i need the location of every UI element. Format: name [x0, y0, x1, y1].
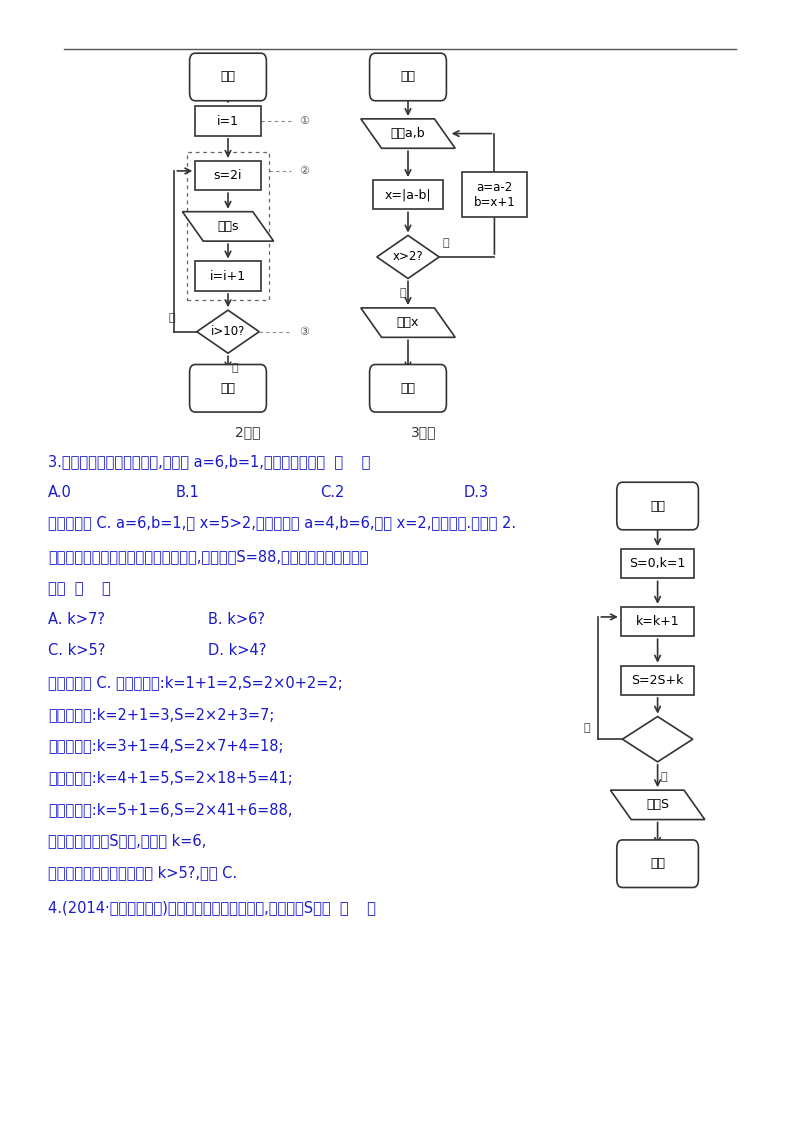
- Text: a=a-2
b=x+1: a=a-2 b=x+1: [474, 181, 515, 208]
- FancyBboxPatch shape: [370, 53, 446, 101]
- Text: ②: ②: [299, 166, 309, 175]
- Text: 是: 是: [442, 239, 449, 248]
- Text: i=1: i=1: [217, 114, 239, 128]
- Polygon shape: [182, 212, 274, 241]
- Bar: [373, 180, 443, 209]
- Text: ③: ③: [299, 327, 309, 336]
- Text: B.1: B.1: [176, 484, 200, 500]
- Text: D. k>4?: D. k>4?: [208, 643, 266, 659]
- FancyBboxPatch shape: [617, 482, 698, 530]
- Bar: [621, 666, 694, 695]
- Polygon shape: [610, 790, 705, 820]
- Bar: [195, 106, 261, 136]
- Text: 结束: 结束: [650, 857, 665, 871]
- Text: 否: 否: [400, 289, 406, 298]
- Text: 否: 否: [169, 314, 175, 323]
- Text: 第二次循环:k=2+1=3,S=2×2+3=7;: 第二次循环:k=2+1=3,S=2×2+3=7;: [48, 706, 274, 722]
- FancyBboxPatch shape: [617, 840, 698, 887]
- FancyBboxPatch shape: [190, 53, 266, 101]
- Text: C.2: C.2: [320, 484, 344, 500]
- Text: 开始: 开始: [401, 70, 415, 84]
- Text: 第四次循环:k=4+1=5,S=2×18+5=41;: 第四次循环:k=4+1=5,S=2×18+5=41;: [48, 770, 293, 786]
- Text: 输入a,b: 输入a,b: [390, 127, 426, 140]
- Text: 【解析】选 C. 第一次循环:k=1+1=2,S=2×0+2=2;: 【解析】选 C. 第一次循环:k=1+1=2,S=2×0+2=2;: [48, 675, 342, 691]
- Polygon shape: [377, 235, 439, 278]
- Text: 是: 是: [231, 363, 238, 372]
- Text: 故判断框内应填入的条件是 k>5?,故选 C.: 故判断框内应填入的条件是 k>5?,故选 C.: [48, 865, 237, 881]
- Text: A.0: A.0: [48, 484, 72, 500]
- Text: 开始: 开始: [221, 70, 235, 84]
- Text: i=i+1: i=i+1: [210, 269, 246, 283]
- Text: 4.(2014·福州高一检测)执行如图所示的程序框图,则输出的S値是  （    ）: 4.(2014·福州高一检测)执行如图所示的程序框图,则输出的S値是 （ ）: [48, 900, 376, 916]
- Text: 是: 是: [661, 772, 667, 781]
- Bar: [621, 607, 694, 636]
- Text: 【变式训练】执行如图所示的程序框图,若输出的S=88,则判断框内应填入的条: 【变式训练】执行如图所示的程序框图,若输出的S=88,则判断框内应填入的条: [48, 549, 369, 565]
- Text: x>2?: x>2?: [393, 250, 423, 264]
- Text: A. k>7?: A. k>7?: [48, 611, 105, 627]
- Text: 满足条件则输出S的値,而此时 k=6,: 满足条件则输出S的値,而此时 k=6,: [48, 833, 206, 849]
- Text: 3题图: 3题图: [411, 426, 437, 439]
- Text: 输出s: 输出s: [218, 220, 238, 233]
- Text: 开始: 开始: [650, 499, 665, 513]
- Text: k=k+1: k=k+1: [636, 615, 679, 628]
- Text: 输出S: 输出S: [646, 798, 669, 812]
- Text: S=2S+k: S=2S+k: [631, 674, 684, 687]
- Text: 2题图: 2题图: [235, 426, 261, 439]
- Text: 结束: 结束: [401, 381, 415, 395]
- Bar: [195, 261, 261, 291]
- Text: s=2i: s=2i: [214, 169, 242, 182]
- FancyBboxPatch shape: [190, 365, 266, 412]
- Text: C. k>5?: C. k>5?: [48, 643, 106, 659]
- Text: 否: 否: [583, 723, 590, 732]
- Text: 第三次循环:k=3+1=4,S=2×7+4=18;: 第三次循环:k=3+1=4,S=2×7+4=18;: [48, 738, 283, 754]
- Text: 结束: 结束: [221, 381, 235, 395]
- Text: 【解析】选 C. a=6,b=1,则 x=5>2,进入循环得 a=4,b=6,此时 x=2,退出循环.故输出 2.: 【解析】选 C. a=6,b=1,则 x=5>2,进入循环得 a=4,b=6,此…: [48, 515, 516, 531]
- Bar: [195, 161, 261, 190]
- Text: D.3: D.3: [464, 484, 489, 500]
- Bar: [621, 549, 694, 578]
- Text: 件是  （    ）: 件是 （ ）: [48, 581, 110, 597]
- Polygon shape: [197, 310, 259, 353]
- Text: 3.阅读如图所示的程序框图,若输入 a=6,b=1,则输出的结果是  （    ）: 3.阅读如图所示的程序框图,若输入 a=6,b=1,则输出的结果是 （ ）: [48, 454, 370, 470]
- Bar: [462, 172, 527, 217]
- Text: ①: ①: [299, 117, 309, 126]
- Text: x=|a-b|: x=|a-b|: [385, 188, 431, 201]
- Text: S=0,k=1: S=0,k=1: [630, 557, 686, 571]
- Bar: [187, 152, 269, 300]
- Text: B. k>6?: B. k>6?: [208, 611, 265, 627]
- FancyBboxPatch shape: [370, 365, 446, 412]
- Text: 第五次循环:k=5+1=6,S=2×41+6=88,: 第五次循环:k=5+1=6,S=2×41+6=88,: [48, 801, 292, 817]
- Polygon shape: [622, 717, 693, 762]
- Text: 输出x: 输出x: [397, 316, 419, 329]
- Polygon shape: [361, 119, 455, 148]
- Text: i>10?: i>10?: [211, 325, 245, 338]
- Polygon shape: [361, 308, 455, 337]
